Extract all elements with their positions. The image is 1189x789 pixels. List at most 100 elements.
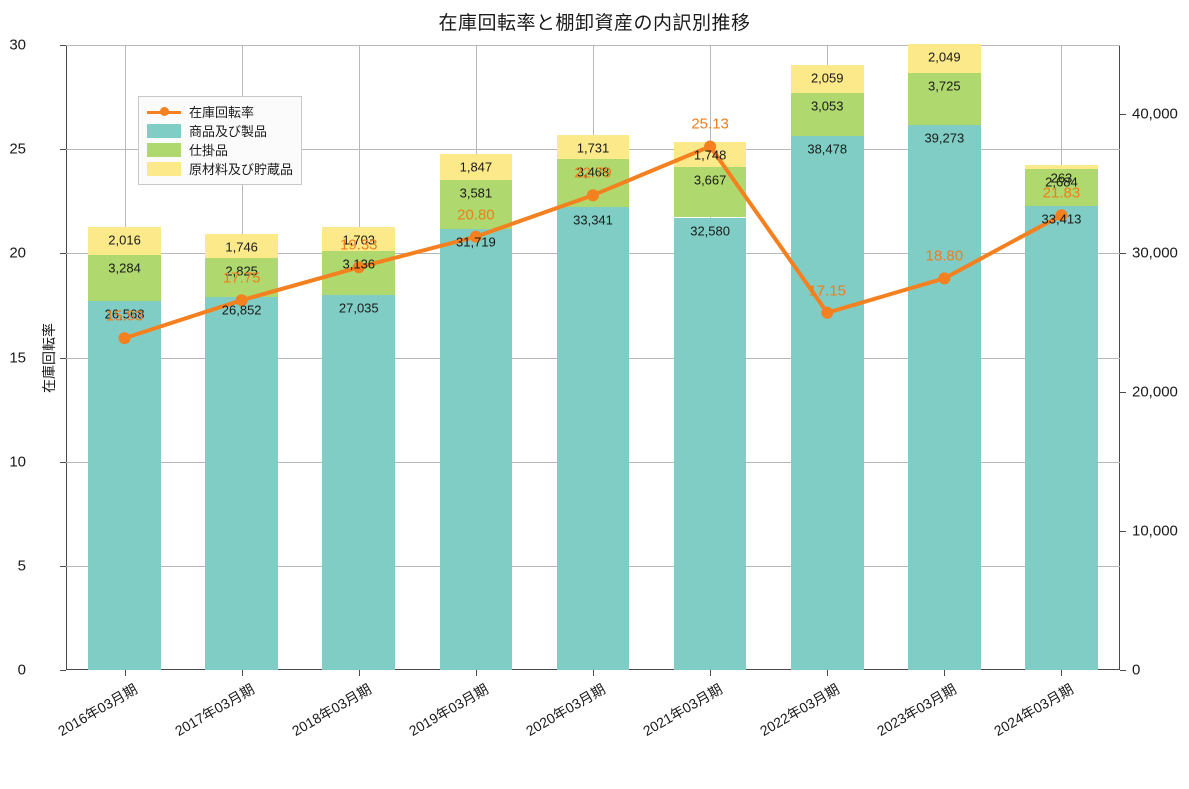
bar-segment[interactable]: [1025, 165, 1098, 169]
bar-value-label: 32,580: [690, 223, 730, 238]
y-axis-left-tick-label: 15: [9, 349, 26, 366]
line-marker[interactable]: [469, 230, 482, 243]
legend-label: 在庫回転率: [189, 105, 255, 120]
y-axis-left-tick-mark: [60, 253, 66, 255]
y-axis-left-tick-mark: [60, 357, 66, 359]
y-axis-left-tick-label: 20: [9, 244, 26, 262]
legend-item[interactable]: 在庫回転率: [147, 102, 293, 121]
y-axis-right-tick-label: 20,000: [1132, 383, 1178, 401]
legend-label: 仕掛品: [189, 143, 229, 158]
bar-segment[interactable]: [439, 229, 513, 670]
bar-segment[interactable]: [88, 227, 161, 256]
line-value-label: 21.83: [1042, 184, 1081, 202]
x-axis-tick-mark: [1061, 670, 1063, 676]
bar-segment[interactable]: [790, 64, 864, 94]
bar-segment[interactable]: [908, 44, 981, 73]
y-axis-left-tick-mark: [60, 565, 66, 567]
plot-area: 26,568 3,284 2,016 26,852 2,825 1,746 27,035 3,…: [9, 37, 1178, 739]
y-axis-left-tick-label: 25: [9, 140, 26, 158]
bar-value-label: 33,413: [1041, 211, 1082, 227]
bar-segment[interactable]: [439, 179, 513, 230]
line-marker[interactable]: [352, 261, 365, 274]
bar-value-label: 38,478: [807, 141, 848, 157]
bar-segment[interactable]: [790, 93, 864, 136]
bar-value-label: 26,852: [221, 302, 262, 318]
bar-value-label: 2,059: [810, 70, 844, 86]
x-axis-tick-label: 2022年03月期: [757, 680, 843, 739]
bar-value-label: 1,703: [342, 232, 376, 248]
line-marker[interactable]: [235, 294, 248, 307]
line-marker[interactable]: [938, 272, 951, 285]
bar-value-label: 3,725: [928, 78, 961, 94]
legend-color-swatch: [147, 123, 181, 138]
bar-value-label: 263: [1050, 170, 1073, 186]
bar-segment[interactable]: [205, 233, 278, 258]
bar-segment[interactable]: [1025, 205, 1098, 670]
bar-segment[interactable]: [88, 301, 161, 670]
legend-item[interactable]: 原材料及び貯蔵品: [147, 159, 293, 178]
y-axis-left-tick-mark: [60, 149, 66, 151]
chart-title: 在庫回転率と棚卸資産の内訳別推移: [438, 13, 751, 34]
bar-value-label: 33,341: [573, 212, 613, 228]
line-series-layer: [118, 140, 1068, 345]
bar-segment[interactable]: [205, 257, 278, 298]
y-axis-right-tick-mark: [1120, 392, 1126, 394]
line-marker[interactable]: [118, 332, 131, 345]
line-value-label: 20.80: [457, 206, 495, 224]
x-axis-tick-label: 2024年03月期: [991, 680, 1077, 739]
bar-segment[interactable]: [556, 206, 630, 670]
bar-segment[interactable]: [908, 124, 981, 670]
y-axis-left-tick-label: 0: [17, 661, 26, 679]
legend-color-swatch: [147, 161, 181, 176]
bar-value-label: 3,581: [459, 185, 493, 201]
bar-segment[interactable]: [322, 227, 396, 251]
bar-value-label: 3,136: [342, 256, 376, 272]
bar-value-label: 2,684: [1045, 174, 1078, 190]
bar-value-label: 2,016: [108, 232, 141, 248]
x-axis-tick-label: 2019年03月期: [406, 680, 491, 739]
x-axis-tick-mark: [710, 670, 712, 676]
y-axis-right-tick-mark: [1120, 531, 1126, 533]
x-axis-tick-label: 2017年03月期: [171, 680, 257, 739]
bar-segment[interactable]: [322, 294, 396, 670]
line-marker[interactable]: [587, 189, 599, 202]
legend-line-swatch: [147, 105, 181, 119]
bar-segment[interactable]: [673, 166, 747, 218]
legend-item[interactable]: 仕掛品: [147, 140, 293, 159]
bar-segment[interactable]: [908, 72, 981, 125]
bar-segment[interactable]: [1025, 168, 1098, 206]
y-axis-right-tick-mark: [1120, 670, 1126, 671]
line-value-label: 17.15: [808, 282, 846, 300]
bar-value-label: 3,468: [576, 164, 610, 180]
x-axis-tick-label: 2020年03月期: [523, 680, 608, 739]
line-value-label: 18.80: [925, 247, 964, 265]
bar-segment[interactable]: [205, 297, 278, 670]
line-value-label: 19.33: [339, 236, 378, 254]
x-axis-tick-mark: [358, 670, 360, 676]
line-marker[interactable]: [821, 306, 834, 319]
line-value-label: 25.13: [691, 115, 729, 133]
line-marker[interactable]: [1055, 209, 1068, 222]
bar-segment[interactable]: [790, 135, 864, 670]
x-axis-tick-label: 2021年03月期: [640, 680, 726, 739]
x-axis-tick-label: 2018年03月期: [288, 680, 374, 739]
bar-segment[interactable]: [439, 154, 513, 180]
y-axis-left-tick-label: 10: [9, 453, 26, 471]
y-axis-right-tick-mark: [1120, 114, 1126, 116]
y-axis-right-tick-label: 10,000: [1132, 522, 1178, 540]
y-axis-right-tick-label: 0: [1132, 661, 1141, 679]
bar-value-label: 3,667: [693, 172, 727, 188]
legend-item[interactable]: 商品及び製品: [147, 121, 293, 140]
bar-segment[interactable]: [88, 255, 161, 301]
bar-value-label: 2,049: [928, 49, 961, 65]
bar-value-label: 2,825: [225, 263, 258, 279]
line-marker[interactable]: [704, 140, 717, 153]
bar-segment[interactable]: [556, 134, 630, 159]
x-axis-tick-label: 2016年03月期: [54, 680, 140, 739]
x-axis-tick-label: 2023年03月期: [874, 680, 960, 739]
bar-value-label: 1,847: [459, 159, 493, 175]
bar-segment[interactable]: [673, 217, 747, 670]
legend-label: 商品及び製品: [189, 124, 268, 139]
bar-value-label: 1,748: [693, 147, 727, 163]
bar-value-label: 26,568: [104, 306, 145, 322]
